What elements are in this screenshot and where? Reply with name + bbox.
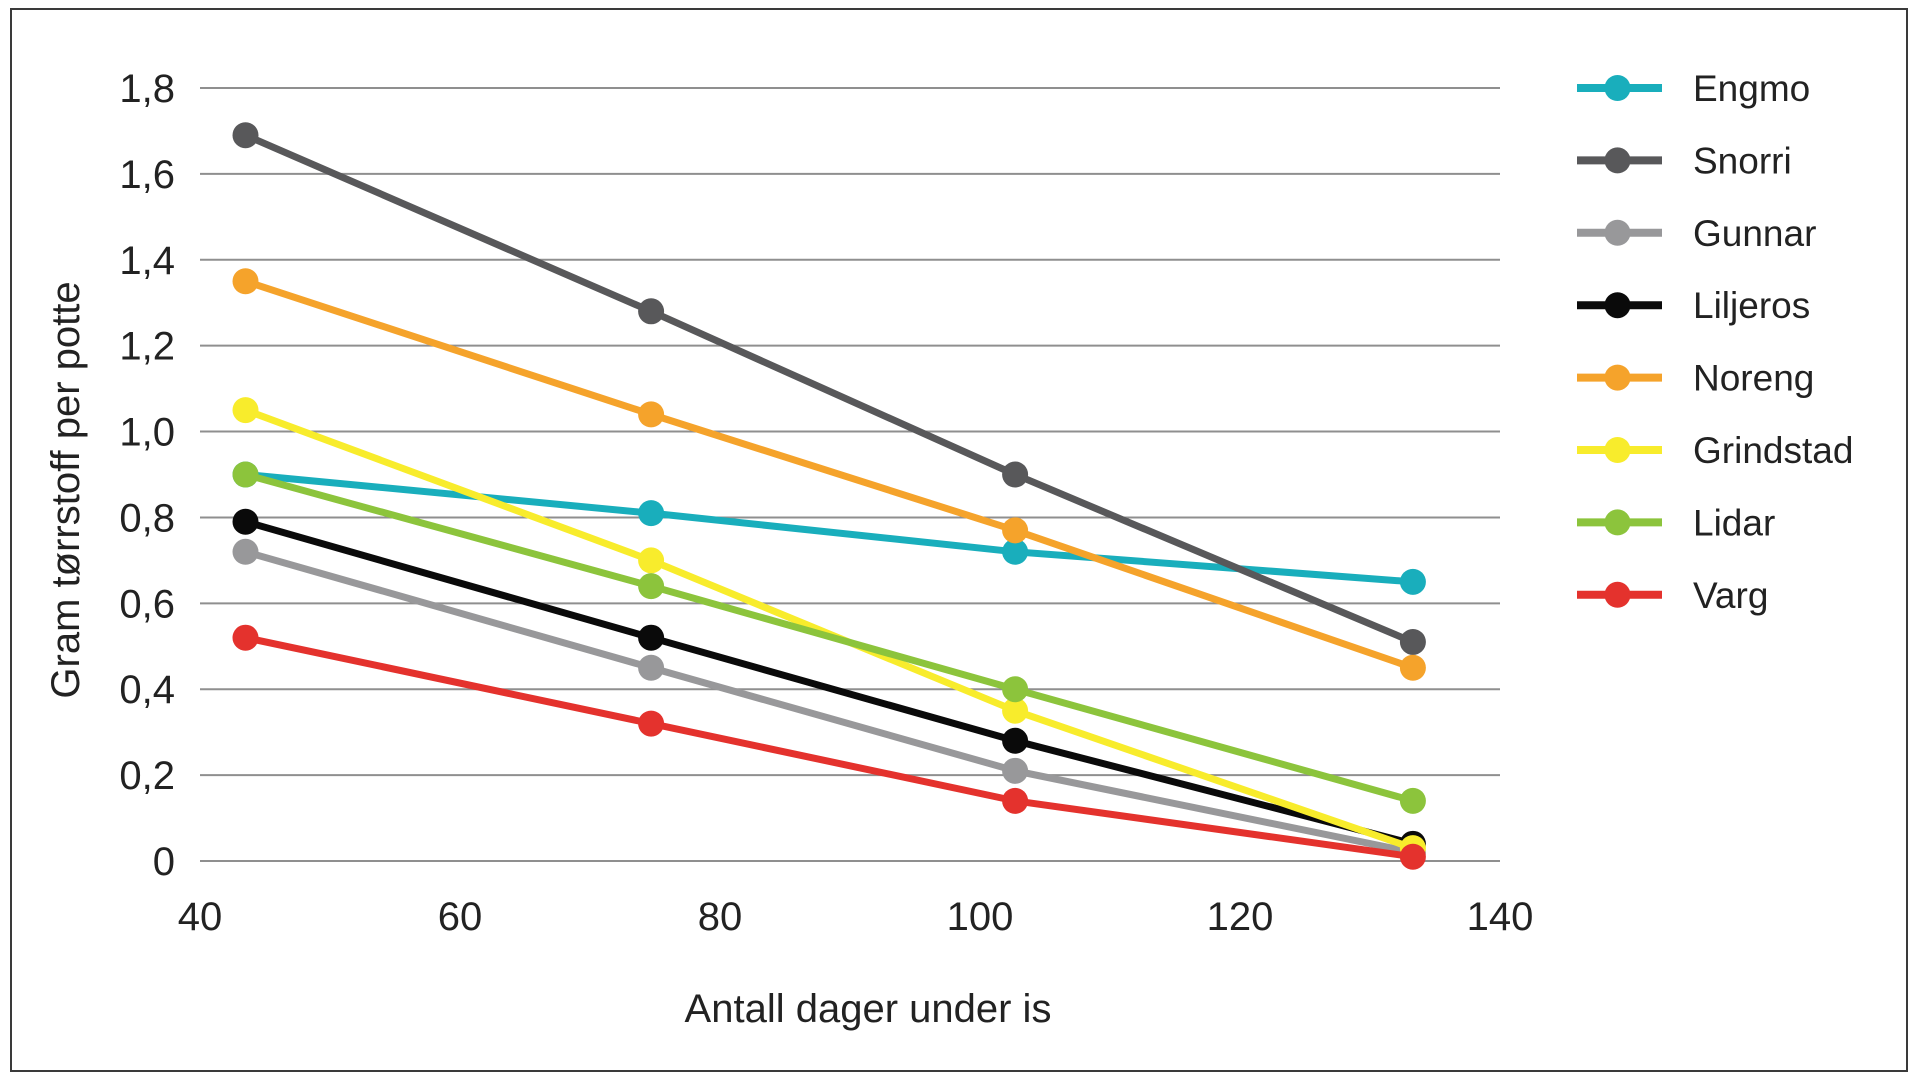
data-point [1002,461,1029,488]
x-tick-label: 100 [947,895,1014,939]
data-point [1399,568,1426,595]
legend-label: Liljeros [1693,285,1810,326]
series-line [242,548,1417,856]
series-line [242,518,1417,848]
x-tick-label: 120 [1207,895,1274,939]
legend-swatch-marker [1604,509,1631,536]
data-point [1399,787,1426,814]
y-tick-label: 0,6 [119,582,175,626]
legend-label: Grindstad [1693,430,1853,471]
data-point [638,547,665,574]
legend-swatch-marker [1604,147,1631,174]
data-point [638,298,665,325]
data-point [1002,727,1029,754]
legend-item-noreng: Noreng [1577,358,1814,399]
data-point [232,624,259,651]
data-point [1002,676,1029,703]
data-point [232,268,259,295]
data-point [232,508,259,535]
legend-item-engmo: Engmo [1577,68,1810,109]
legend-label: Engmo [1693,68,1810,109]
y-tick-label: 0,2 [119,754,175,798]
data-point [1002,538,1029,565]
y-tick-label: 1,8 [119,67,175,111]
series-noreng [232,268,1426,681]
legend-item-gunnar: Gunnar [1577,213,1816,254]
y-tick-label: 1,4 [119,239,175,283]
series-lines [232,122,1426,870]
data-point [1002,697,1029,724]
data-point [1399,654,1426,681]
y-tick-label: 0,8 [119,496,175,540]
series-liljeros [232,508,1426,857]
legend-swatch-marker [1604,581,1631,608]
series-gunnar [232,538,1426,866]
legend-label: Snorri [1693,140,1792,181]
x-tick-label: 140 [1467,895,1534,939]
x-axis-ticks: 40 60 80 100 120 140 [178,895,1534,939]
y-tick-label: 1,0 [119,411,175,455]
y-axis-title: Gram tørrstoff per potte [44,281,88,698]
legend-item-lidar: Lidar [1577,502,1775,543]
legend-label: Noreng [1693,358,1814,399]
legend-label: Varg [1693,575,1768,616]
chart-frame [10,8,1908,1072]
x-tick-label: 80 [698,895,743,939]
data-point [638,654,665,681]
data-point [1002,787,1029,814]
y-tick-label: 0,4 [119,668,175,712]
grid [200,87,1500,862]
y-tick-label: 1,6 [119,153,175,197]
data-point [638,573,665,600]
legend-swatch-marker [1604,219,1631,246]
series-snorri [232,122,1426,655]
data-point [232,538,259,565]
data-point [638,401,665,428]
data-point [232,122,259,149]
data-point [232,397,259,424]
data-point [1002,517,1029,544]
legend: Engmo Snorri Gunnar Liljeros Noreng Grindstad… [1577,68,1853,616]
series-line [242,131,1417,646]
y-tick-label: 0 [153,840,175,884]
data-point [638,624,665,651]
x-axis-title: Antall dager under is [685,987,1052,1031]
series-line [242,277,1417,672]
y-tick-label: 1,2 [119,325,175,369]
series-line [242,406,1417,852]
data-point [1399,628,1426,655]
data-point [1399,843,1426,870]
legend-swatch-marker [1604,75,1631,101]
data-point [638,500,665,527]
series-line [242,471,1417,805]
legend-label: Gunnar [1693,213,1816,254]
legend-item-grindstad: Grindstad [1577,430,1853,471]
x-tick-label: 40 [178,895,223,939]
data-point [1002,757,1029,784]
legend-item-liljeros: Liljeros [1577,285,1810,326]
legend-swatch-marker [1604,437,1631,463]
data-point [232,461,259,488]
data-point [638,710,665,737]
series-line [242,634,1417,861]
series-line [242,471,1417,586]
y-axis-ticks: 0 0,2 0,4 0,6 0,8 1,0 1,2 1,4 1,6 1,8 [119,67,175,884]
series-varg [232,624,1426,870]
legend-swatch-marker [1604,292,1631,319]
x-tick-label: 60 [438,895,483,939]
legend-item-snorri: Snorri [1577,140,1792,181]
series-grindstad [232,397,1426,862]
legend-swatch-marker [1604,364,1631,391]
series-lidar [232,461,1426,814]
legend-label: Lidar [1693,502,1775,543]
legend-item-varg: Varg [1577,575,1768,616]
